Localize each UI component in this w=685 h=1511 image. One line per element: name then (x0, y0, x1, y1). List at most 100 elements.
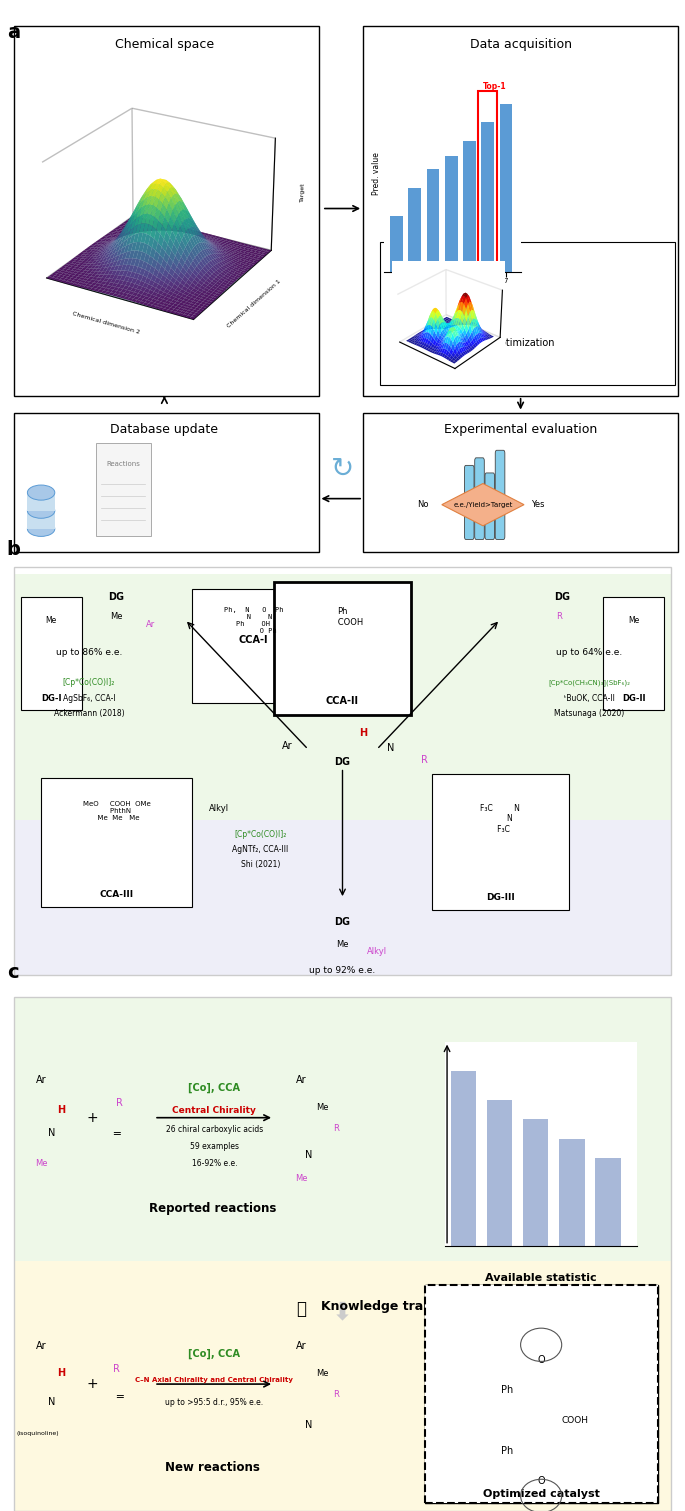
Bar (523, 1120, 549, 1245)
Text: H: H (58, 1369, 66, 1378)
Text: Experimental evaluation: Experimental evaluation (444, 423, 597, 437)
Text: C–N Axial Chirality and Central Chirality: C–N Axial Chirality and Central Chiralit… (136, 1377, 293, 1383)
Text: R: R (421, 756, 428, 765)
Text: DG-II: DG-II (622, 694, 645, 703)
Text: +: + (87, 1111, 98, 1124)
FancyBboxPatch shape (14, 1260, 671, 1511)
Text: Bayesian optimization: Bayesian optimization (446, 338, 554, 348)
FancyBboxPatch shape (274, 582, 411, 715)
FancyBboxPatch shape (380, 242, 675, 385)
FancyBboxPatch shape (432, 774, 569, 910)
Y-axis label: Pred. value: Pred. value (372, 153, 381, 195)
Bar (390, 216, 403, 272)
Bar (427, 169, 439, 272)
Text: New reactions: New reactions (165, 1461, 260, 1473)
Bar (487, 1100, 512, 1245)
Text: +: + (87, 1377, 98, 1392)
Text: N: N (48, 1127, 55, 1138)
Text: Available statistic: Available statistic (486, 1272, 597, 1283)
Text: Me: Me (336, 940, 349, 949)
FancyBboxPatch shape (14, 819, 671, 975)
Text: Shi (2021): Shi (2021) (240, 860, 280, 869)
Ellipse shape (27, 485, 55, 500)
Bar (595, 1159, 621, 1245)
Text: Reported reactions: Reported reactions (149, 1201, 276, 1215)
FancyBboxPatch shape (495, 450, 505, 539)
Text: N: N (305, 1420, 312, 1429)
Text: 59 examples: 59 examples (190, 1142, 239, 1151)
Text: DG-I: DG-I (41, 694, 62, 703)
FancyBboxPatch shape (475, 458, 484, 539)
Text: Central Chirality: Central Chirality (173, 1106, 256, 1115)
Text: Ph: Ph (501, 1446, 513, 1455)
Ellipse shape (27, 503, 55, 518)
Polygon shape (442, 484, 524, 526)
Text: b: b (7, 539, 21, 559)
Text: MeO     COOH  OMe
    PhthN
  Me  Me   Me: MeO COOH OMe PhthN Me Me Me (83, 801, 150, 820)
Text: 26 chiral carboxylic acids: 26 chiral carboxylic acids (166, 1126, 263, 1135)
Text: DG: DG (334, 917, 351, 926)
Text: [Co], CCA: [Co], CCA (188, 1349, 240, 1358)
Text: COOH: COOH (562, 1416, 589, 1425)
Text: O: O (537, 1476, 545, 1485)
Text: Optimized catalyst: Optimized catalyst (483, 1488, 599, 1499)
FancyBboxPatch shape (27, 511, 55, 529)
Text: up to 92% e.e.: up to 92% e.e. (310, 966, 375, 975)
Text: [Cp*Co(CO)I]₂: [Cp*Co(CO)I]₂ (63, 678, 115, 688)
Text: R: R (333, 1390, 338, 1399)
FancyBboxPatch shape (464, 465, 474, 539)
Text: Ph,  N   O  Ph
   N    N
Ph    OH
       O Ph: Ph, N O Ph N N Ph OH O Ph (224, 607, 283, 635)
Bar (499, 104, 512, 272)
Text: up to 86% e.e.: up to 86% e.e. (56, 648, 122, 657)
Text: Knowledge transfer: Knowledge transfer (321, 1299, 460, 1313)
Text: Alkyl: Alkyl (209, 804, 229, 813)
Text: O: O (537, 1355, 545, 1364)
Text: R: R (556, 612, 562, 621)
FancyBboxPatch shape (485, 473, 495, 539)
FancyBboxPatch shape (363, 26, 678, 396)
Text: Data acquisition: Data acquisition (470, 38, 571, 51)
Text: N: N (305, 1150, 312, 1160)
Text: Reactions: Reactions (106, 461, 140, 467)
Text: e.e./Yield>Target: e.e./Yield>Target (453, 502, 512, 508)
Text: Ar: Ar (282, 742, 293, 751)
FancyBboxPatch shape (96, 443, 151, 536)
Text: ᵗBuOK, CCA-II: ᵗBuOK, CCA-II (564, 694, 614, 703)
FancyBboxPatch shape (603, 597, 664, 710)
Bar (482, 122, 494, 272)
Text: AgSbF₆, CCA-I: AgSbF₆, CCA-I (63, 694, 115, 703)
Text: up to 64% e.e.: up to 64% e.e. (556, 648, 622, 657)
Text: CCA-II: CCA-II (326, 695, 359, 706)
Text: ↻: ↻ (331, 455, 354, 482)
Y-axis label: Chemical dimension 1: Chemical dimension 1 (226, 278, 282, 328)
X-axis label: Top-K: Top-K (442, 287, 462, 296)
Text: Ar: Ar (36, 1342, 47, 1351)
Text: a: a (7, 23, 20, 42)
Text: Database update: Database update (110, 423, 219, 437)
Ellipse shape (27, 521, 55, 536)
Text: CCA-I: CCA-I (238, 635, 269, 645)
Text: Matsunaga (2020): Matsunaga (2020) (554, 709, 624, 718)
Text: DG-III: DG-III (486, 893, 514, 902)
Text: AgNTf₂, CCA-III: AgNTf₂, CCA-III (232, 845, 288, 854)
Text: R: R (333, 1124, 338, 1133)
Text: N: N (387, 743, 394, 752)
X-axis label: Chemical dimension 2: Chemical dimension 2 (72, 311, 140, 335)
FancyBboxPatch shape (192, 589, 315, 703)
Text: Top-1: Top-1 (483, 82, 507, 91)
Text: (isoquinoline): (isoquinoline) (16, 1431, 59, 1437)
Bar (463, 141, 476, 272)
Text: Me: Me (295, 1174, 308, 1183)
Text: Ph: Ph (501, 1386, 513, 1395)
Text: 🧠: 🧠 (297, 1299, 306, 1318)
Text: Chemical space: Chemical space (115, 38, 214, 51)
Bar (559, 1139, 584, 1245)
Text: R: R (116, 1097, 123, 1108)
Text: Alkyl: Alkyl (366, 947, 387, 956)
Text: [Cp*Co(CH₃CN)₃](SbF₆)₂: [Cp*Co(CH₃CN)₃](SbF₆)₂ (548, 680, 630, 686)
Text: Me: Me (46, 616, 57, 626)
Text: Ackermann (2018): Ackermann (2018) (53, 709, 125, 718)
Text: H: H (359, 728, 367, 737)
Text: ═: ═ (113, 1127, 120, 1138)
Text: Ar: Ar (296, 1074, 307, 1085)
